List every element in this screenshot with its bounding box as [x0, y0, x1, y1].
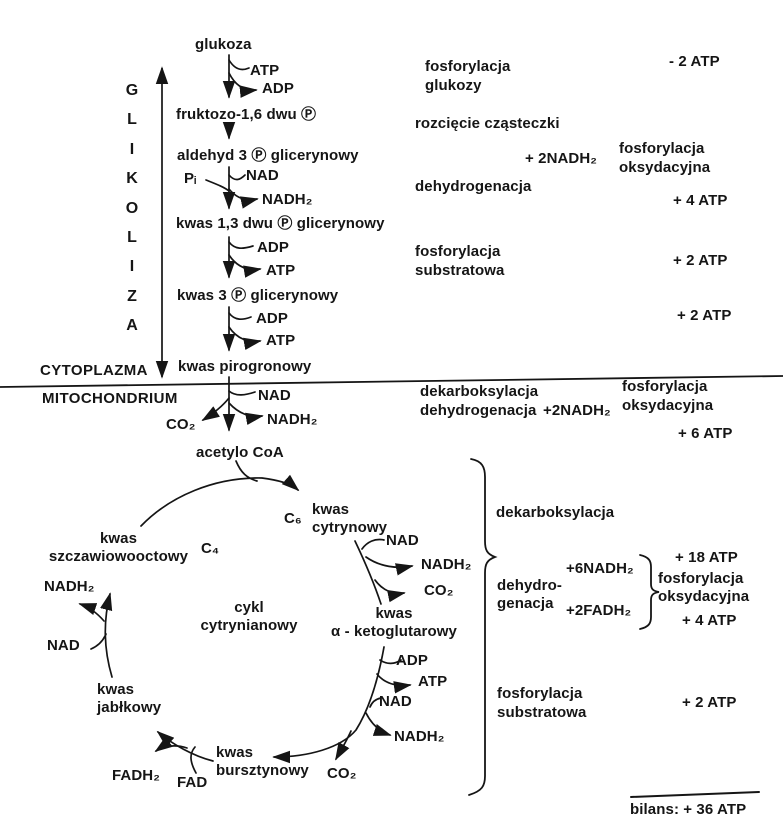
balance-rule-line	[630, 791, 760, 798]
yield-plus-4-atp: + 4 ATP	[673, 192, 728, 209]
cofactor-nad-5: NAD	[47, 637, 80, 654]
pathway-letter: A	[126, 317, 138, 335]
cofactor-nad-1: NAD	[246, 167, 279, 184]
yield-plus-2-atp-a: + 2 ATP	[673, 252, 728, 269]
compound-kwas-szczawiowooctowy: kwas szczawiowooctowy	[48, 530, 189, 565]
cofactor-pi: Pᵢ	[184, 170, 197, 187]
compound-kwas-13-dwu-p-glicerynowy: kwas 1,3 dwu Ⓟ glicerynowy	[176, 215, 385, 232]
compound-glukoza: glukoza	[195, 36, 252, 53]
pathway-letter: G	[125, 82, 139, 99]
process-fosforylacja-oksydacyjna-2: fosforylacja oksydacyjna	[622, 378, 714, 415]
oxidative-yield-brace	[639, 554, 660, 630]
cofactor-adp-1: ADP	[262, 80, 294, 97]
glycolysis-pathway-label: G L I K O L I Z A	[120, 76, 144, 341]
compound-kwas-3p-glicerynowy: kwas 3 Ⓟ glicerynowy	[177, 287, 339, 304]
cofactor-fadh2: FADH₂	[112, 767, 160, 784]
process-fosforylacja-glukozy: fosforylacja glukozy	[425, 58, 511, 95]
region-mitochondrium: MITOCHONDRIUM	[42, 390, 178, 407]
cofactor-nadh2-2: NADH₂	[267, 411, 318, 428]
cofactor-co2-3: CO₂	[327, 765, 357, 782]
balance-total: bilans: + 36 ATP	[630, 801, 747, 818]
yield-plus-6nadh2: +6NADH₂	[566, 560, 634, 577]
process-dehydrogenacja-2: dehydro- genacja	[497, 577, 562, 612]
compound-kwas-pirogronowy: kwas pirogronowy	[178, 358, 312, 375]
cofactor-atp-1: ATP	[250, 62, 280, 79]
yield-plus-2-atp-krebs: + 2 ATP	[682, 694, 737, 711]
cofactor-co2-1: CO₂	[166, 416, 196, 433]
process-dehydrogenacja-1: dehydrogenacja	[415, 178, 532, 195]
cofactor-nadh2-3: NADH₂	[421, 556, 472, 573]
cofactor-atp-4: ATP	[418, 673, 448, 690]
pathway-letter: K	[126, 170, 138, 188]
yield-plus-6-atp: + 6 ATP	[678, 425, 733, 442]
cofactor-adp-2: ADP	[257, 239, 289, 256]
process-fosforylacja-oksydacyjna-3: fosforylacja oksydacyjna	[658, 570, 750, 605]
compound-kwas-cytrynowy: kwas cytrynowy	[312, 501, 388, 536]
yield-plus-2fadh2: +2FADH₂	[566, 602, 632, 619]
cofactor-nadh2-5: NADH₂	[44, 578, 95, 595]
krebs-outputs-brace	[468, 458, 498, 796]
pathway-letter: I	[129, 258, 135, 276]
pathway-letter: L	[127, 111, 137, 129]
region-cytoplazma: CYTOPLAZMA	[40, 362, 148, 379]
yield-minus-2-atp: - 2 ATP	[669, 53, 720, 70]
cofactor-atp-2: ATP	[266, 262, 296, 279]
label-cykl-cytrynianowy: cykl cytrynianowy	[200, 599, 298, 634]
yield-plus-2-atp-b: + 2 ATP	[677, 307, 732, 324]
process-fosforylacja-oksydacyjna-1: fosforylacja oksydacyjna	[619, 140, 711, 177]
pathway-letter: O	[125, 199, 139, 217]
compound-kwas-jablkowy: kwas jabłkowy	[97, 681, 162, 716]
compound-aldehyd-3p-glicerynowy: aldehyd 3 Ⓟ glicerynowy	[177, 147, 359, 164]
yield-plus-18-atp: + 18 ATP	[675, 549, 738, 566]
cofactor-adp-3: ADP	[256, 310, 288, 327]
cofactor-adp-4: ADP	[396, 652, 428, 669]
yield-plus-4-atp-krebs: + 4 ATP	[682, 612, 737, 629]
process-dekarboksylacja-dehydrogenacja: dekarboksylacja dehydrogenacja	[420, 383, 539, 420]
pathway-letter: I	[129, 140, 135, 158]
label-c4: C₄	[201, 540, 220, 557]
cofactor-co2-2: CO₂	[424, 582, 454, 599]
process-rozciecie-czasteczki: rozcięcie cząsteczki	[415, 115, 560, 132]
yield-plus-2nadh2: + 2NADH₂	[525, 150, 598, 167]
cofactor-nad-3: NAD	[386, 532, 419, 549]
pathway-letter: Z	[127, 287, 137, 305]
cofactor-nad-2: NAD	[258, 387, 291, 404]
cofactor-nadh2-4: NADH₂	[394, 728, 445, 745]
compound-kwas-bursztynowy: kwas bursztynowy	[216, 744, 309, 779]
cofactor-nadh2-1: NADH₂	[262, 191, 313, 208]
compound-fruktozo-16-dwu-p: fruktozo-1,6 dwu Ⓟ	[176, 106, 317, 123]
process-fosforylacja-substratowa-2: fosforylacja substratowa	[497, 685, 587, 722]
cofactor-atp-3: ATP	[266, 332, 296, 349]
yield-plus-2nadh2-link: +2NADH₂	[543, 402, 611, 419]
process-fosforylacja-substratowa-1: fosforylacja substratowa	[415, 243, 505, 280]
compound-acetylo-coa: acetylo CoA	[196, 444, 284, 461]
compound-kwas-alfa-ketoglutarowy: kwas α - ketoglutarowy	[331, 605, 457, 640]
cofactor-nad-4: NAD	[379, 693, 412, 710]
pathway-letter: L	[127, 229, 137, 247]
label-c6: C₆	[284, 510, 302, 527]
cofactor-fad: FAD	[177, 774, 208, 791]
process-dekarboksylacja: dekarboksylacja	[496, 504, 615, 521]
